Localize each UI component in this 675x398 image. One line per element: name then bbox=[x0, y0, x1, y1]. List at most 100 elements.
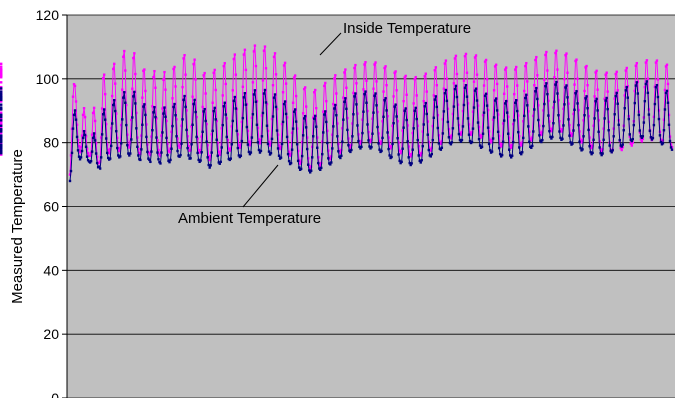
data-point bbox=[108, 152, 111, 155]
data-point bbox=[276, 133, 280, 136]
data-point bbox=[522, 120, 525, 123]
data-point bbox=[106, 156, 110, 160]
data-point bbox=[566, 71, 569, 74]
data-point bbox=[189, 149, 192, 152]
data-point bbox=[184, 73, 187, 76]
data-point bbox=[178, 155, 181, 158]
data-point bbox=[0, 119, 3, 122]
data-point bbox=[194, 110, 197, 114]
data-point bbox=[633, 101, 637, 105]
data-point bbox=[435, 84, 439, 87]
data-point bbox=[120, 123, 123, 127]
data-point bbox=[194, 78, 197, 81]
data-point bbox=[338, 155, 341, 158]
data-point bbox=[392, 95, 395, 98]
data-point bbox=[209, 154, 212, 158]
data-point bbox=[254, 64, 258, 68]
data-point bbox=[503, 102, 507, 105]
data-point bbox=[349, 146, 352, 149]
data-point bbox=[82, 129, 86, 133]
data-point bbox=[616, 89, 619, 92]
data-point bbox=[314, 114, 317, 118]
data-point bbox=[144, 89, 147, 93]
data-point bbox=[591, 144, 594, 148]
data-point bbox=[406, 124, 409, 127]
data-point bbox=[419, 161, 422, 164]
data-point bbox=[167, 149, 170, 153]
data-point bbox=[521, 141, 524, 144]
data-point bbox=[384, 65, 387, 68]
data-point bbox=[97, 161, 101, 164]
data-point bbox=[629, 142, 632, 145]
data-point bbox=[286, 152, 290, 156]
data-point bbox=[324, 110, 327, 113]
data-point bbox=[447, 136, 451, 139]
data-point bbox=[589, 151, 592, 154]
data-point bbox=[113, 62, 116, 66]
data-point bbox=[475, 99, 479, 102]
data-point bbox=[522, 136, 525, 140]
data-point bbox=[630, 144, 633, 147]
data-point bbox=[497, 134, 501, 138]
data-point bbox=[170, 147, 173, 150]
data-point bbox=[453, 87, 457, 91]
data-point bbox=[666, 101, 670, 104]
data-point bbox=[132, 95, 135, 98]
data-point bbox=[256, 141, 260, 144]
data-point bbox=[277, 144, 281, 147]
data-point bbox=[154, 86, 157, 89]
data-point bbox=[365, 101, 368, 104]
data-point bbox=[515, 65, 518, 69]
data-point bbox=[640, 136, 644, 140]
data-point bbox=[355, 82, 358, 85]
data-point bbox=[142, 105, 145, 108]
data-point bbox=[113, 99, 116, 102]
data-point bbox=[217, 151, 220, 154]
data-point bbox=[89, 159, 93, 163]
data-point bbox=[546, 92, 549, 96]
data-point bbox=[164, 115, 167, 119]
data-point bbox=[486, 108, 490, 112]
data-point bbox=[0, 134, 3, 137]
data-point bbox=[231, 119, 235, 123]
data-point bbox=[448, 141, 452, 145]
data-point bbox=[377, 142, 380, 145]
data-point bbox=[221, 123, 224, 127]
data-point bbox=[457, 123, 461, 127]
data-point bbox=[172, 67, 175, 71]
data-point bbox=[110, 144, 113, 148]
data-point bbox=[603, 117, 606, 120]
data-point bbox=[241, 85, 245, 89]
data-point bbox=[69, 169, 73, 173]
data-point bbox=[568, 134, 571, 137]
data-point bbox=[369, 147, 372, 150]
data-point bbox=[121, 88, 124, 91]
data-point bbox=[249, 140, 253, 144]
data-point bbox=[148, 152, 151, 155]
data-point bbox=[504, 66, 508, 69]
data-point bbox=[178, 146, 181, 149]
data-point bbox=[512, 140, 515, 144]
data-point bbox=[572, 112, 575, 116]
data-point bbox=[653, 102, 657, 106]
data-point bbox=[651, 137, 655, 140]
data-point bbox=[465, 71, 469, 74]
data-point bbox=[171, 124, 174, 128]
data-point bbox=[185, 109, 188, 112]
data-point bbox=[131, 116, 134, 119]
data-point bbox=[500, 153, 504, 157]
data-point bbox=[579, 138, 582, 141]
data-point bbox=[572, 129, 575, 132]
data-point bbox=[225, 117, 228, 120]
data-point bbox=[183, 94, 186, 98]
data-point bbox=[581, 148, 584, 151]
data-point bbox=[189, 157, 192, 160]
data-point bbox=[664, 91, 668, 95]
data-point bbox=[437, 134, 441, 137]
data-point bbox=[423, 105, 426, 108]
data-point bbox=[0, 153, 3, 156]
data-point bbox=[462, 79, 466, 82]
data-point bbox=[274, 73, 278, 76]
data-point bbox=[547, 99, 550, 103]
data-point bbox=[505, 111, 509, 114]
